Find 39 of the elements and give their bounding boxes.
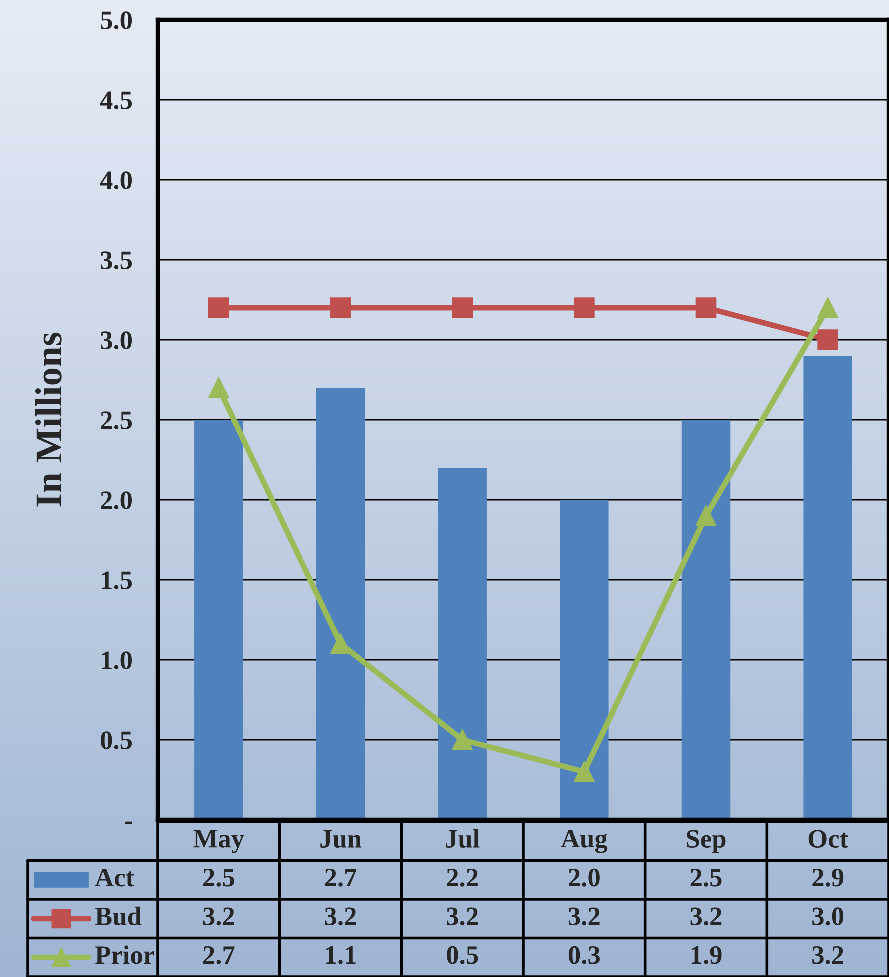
- x-tick-label: Jul: [446, 829, 480, 848]
- x-tick-label: Sep: [687, 830, 726, 854]
- y-axis-title: In Millions: [35, 332, 62, 507]
- data-label: 2.9: [812, 868, 844, 887]
- x-tick-label: Jun: [320, 830, 362, 848]
- data-label: 3.2: [203, 908, 234, 926]
- data-label: 2.0: [569, 868, 600, 887]
- y-tick-label: 2.5: [101, 412, 132, 430]
- y-tick-label: 4.0: [100, 172, 132, 190]
- data-label: 3.2: [690, 908, 722, 926]
- y-tick-label: -: [125, 822, 132, 824]
- y-tick-label: 0.5: [101, 732, 132, 750]
- y-tick-label: 1.5: [102, 572, 132, 590]
- data-label: 2.5: [690, 868, 722, 887]
- legend-label: Bud: [95, 906, 142, 926]
- y-tick-label: 3.0: [101, 332, 132, 350]
- data-label: 3.2: [325, 908, 356, 926]
- data-label: 2.7: [204, 946, 235, 964]
- x-tick-label: Oct: [808, 830, 848, 848]
- y-tick-label: 1.0: [102, 652, 132, 670]
- y-tick-label: 2.0: [101, 492, 132, 510]
- y-tick-label: 5.0: [101, 12, 132, 30]
- y-tick-label: 3.5: [101, 252, 132, 270]
- data-label: 0.3: [568, 946, 600, 964]
- data-label: 2.2: [447, 868, 478, 887]
- data-label: 2.5: [204, 868, 234, 887]
- data-label: 1.9: [692, 946, 722, 964]
- y-tick-label: 4.5: [100, 92, 132, 110]
- data-label: 0.5: [447, 946, 478, 964]
- data-label: 3.0: [812, 908, 844, 926]
- data-label: 1.1: [326, 946, 356, 964]
- legend-label: Act: [95, 869, 134, 887]
- x-tick-label: Aug: [561, 830, 608, 854]
- x-tick-label: May: [194, 830, 244, 854]
- data-label: 2.7: [325, 868, 357, 887]
- legend-label: Prior: [95, 946, 155, 964]
- data-label: 3.2: [568, 908, 600, 926]
- data-label: 3.2: [812, 946, 844, 964]
- data-label: 3.2: [447, 908, 478, 926]
